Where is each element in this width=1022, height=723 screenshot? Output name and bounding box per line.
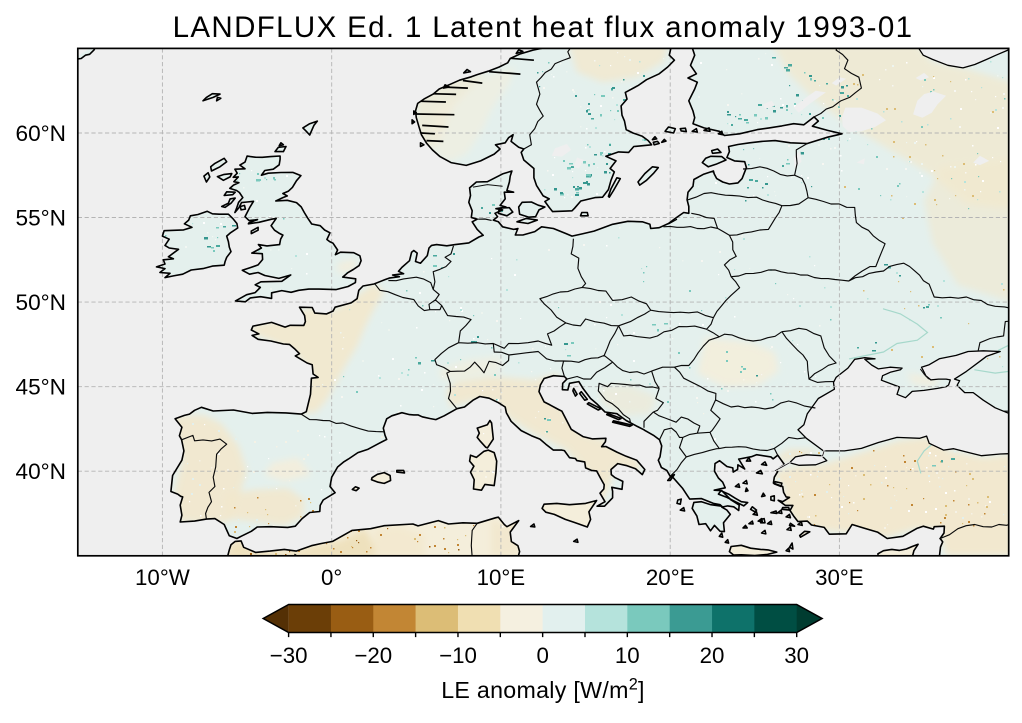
- svg-text:30: 30: [784, 643, 809, 668]
- svg-text:LANDFLUX Ed. 1 Latent heat flu: LANDFLUX Ed. 1 Latent heat flux anomaly …: [173, 11, 914, 44]
- svg-text:30°E: 30°E: [815, 565, 864, 590]
- svg-text:50°N: 50°N: [16, 290, 66, 315]
- svg-text:−30: −30: [270, 643, 308, 668]
- svg-text:55°N: 55°N: [16, 206, 66, 231]
- svg-text:10°E: 10°E: [477, 565, 526, 590]
- svg-text:−10: −10: [439, 643, 477, 668]
- svg-text:−20: −20: [354, 643, 392, 668]
- svg-text:20: 20: [700, 643, 725, 668]
- svg-text:60°N: 60°N: [16, 121, 66, 146]
- svg-text:0°: 0°: [321, 565, 342, 590]
- svg-text:10: 10: [615, 643, 640, 668]
- svg-text:20°E: 20°E: [646, 565, 695, 590]
- svg-text:40°N: 40°N: [16, 459, 66, 484]
- svg-text:LE anomaly [W/m2]: LE anomaly [W/m2]: [441, 676, 645, 704]
- svg-text:0: 0: [536, 643, 548, 668]
- svg-text:10°W: 10°W: [135, 565, 190, 590]
- svg-text:45°N: 45°N: [16, 375, 66, 400]
